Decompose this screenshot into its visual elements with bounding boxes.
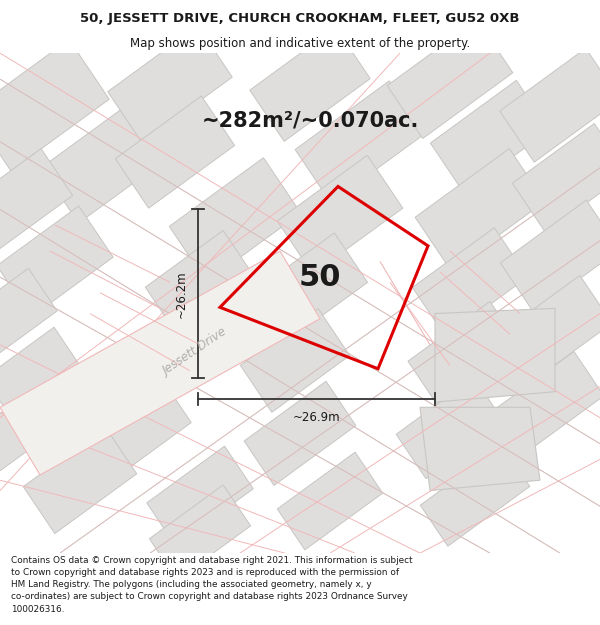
Polygon shape	[500, 200, 600, 312]
Polygon shape	[169, 158, 301, 282]
Polygon shape	[396, 378, 504, 479]
Polygon shape	[415, 149, 545, 270]
Text: Jessett Drive: Jessett Drive	[160, 326, 230, 378]
Polygon shape	[408, 301, 522, 409]
Polygon shape	[512, 124, 600, 232]
Polygon shape	[145, 231, 254, 334]
Polygon shape	[0, 206, 113, 317]
Polygon shape	[253, 233, 368, 342]
Text: 50: 50	[299, 262, 341, 292]
Polygon shape	[0, 397, 49, 480]
Polygon shape	[430, 81, 550, 192]
Polygon shape	[108, 26, 232, 143]
Polygon shape	[107, 301, 223, 410]
Polygon shape	[277, 452, 383, 550]
Polygon shape	[241, 309, 350, 412]
Polygon shape	[500, 48, 600, 162]
Polygon shape	[435, 308, 555, 402]
Polygon shape	[420, 446, 530, 546]
Polygon shape	[277, 155, 403, 274]
Text: ~282m²/~0.070ac.: ~282m²/~0.070ac.	[202, 111, 419, 131]
Text: Map shows position and indicative extent of the property.: Map shows position and indicative extent…	[130, 38, 470, 50]
Polygon shape	[244, 381, 356, 486]
Polygon shape	[89, 380, 191, 476]
Polygon shape	[115, 96, 235, 208]
Polygon shape	[0, 268, 57, 359]
Polygon shape	[23, 427, 137, 534]
Polygon shape	[387, 20, 513, 139]
Polygon shape	[295, 81, 425, 202]
Polygon shape	[0, 251, 320, 475]
Text: ~26.2m: ~26.2m	[175, 270, 188, 318]
Polygon shape	[412, 228, 527, 337]
Polygon shape	[250, 28, 370, 141]
Text: ~26.9m: ~26.9m	[293, 411, 340, 424]
Polygon shape	[420, 408, 540, 491]
Polygon shape	[0, 149, 73, 249]
Polygon shape	[0, 39, 109, 171]
Text: Contains OS data © Crown copyright and database right 2021. This information is : Contains OS data © Crown copyright and d…	[11, 556, 412, 614]
Polygon shape	[41, 102, 169, 223]
Polygon shape	[149, 485, 251, 579]
Polygon shape	[498, 276, 600, 383]
Polygon shape	[496, 351, 600, 452]
Text: 50, JESSETT DRIVE, CHURCH CROOKHAM, FLEET, GU52 0XB: 50, JESSETT DRIVE, CHURCH CROOKHAM, FLEE…	[80, 12, 520, 24]
Polygon shape	[147, 446, 253, 546]
Polygon shape	[0, 327, 86, 425]
